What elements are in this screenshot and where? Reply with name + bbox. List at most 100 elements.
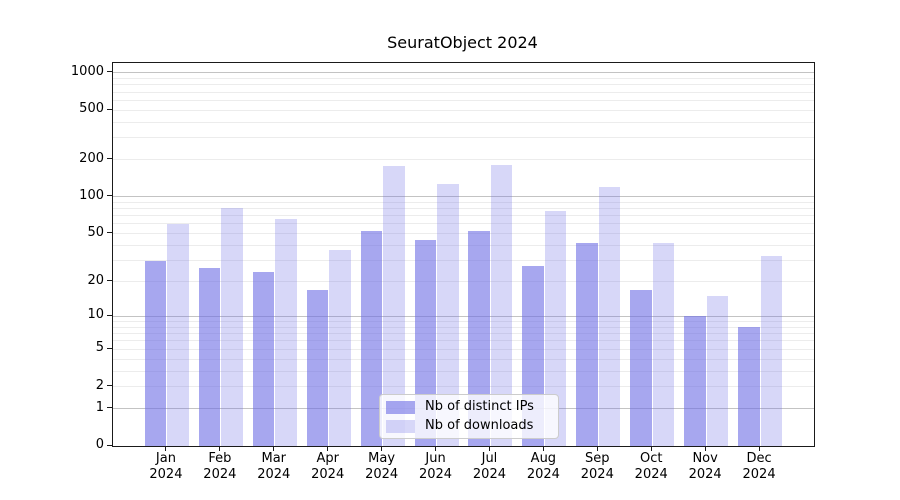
gridline-minor-60 (113, 223, 814, 225)
gridline-minor-90 (113, 201, 814, 203)
gridline-minor-70 (113, 215, 814, 217)
y-tick-label-5: 5 (95, 340, 104, 356)
x-tick-label-nov: Nov 2024 (688, 451, 722, 482)
y-tick-label-50: 50 (87, 224, 104, 240)
bar-downloads-may (383, 166, 405, 446)
gridline-minor-40 (113, 244, 814, 246)
x-tick-label-jun: Jun 2024 (418, 451, 453, 482)
legend: Nb of distinct IPs Nb of downloads (379, 394, 559, 439)
y-tick-label-1: 1 (95, 399, 104, 415)
bar-downloads-oct (652, 242, 675, 446)
x-tick-label-jan: Jan 2024 (149, 451, 183, 482)
gridline-minor-2 (113, 386, 814, 388)
bar-downloads-jun (437, 183, 459, 446)
y-tick-mark-100 (107, 195, 112, 197)
bar-downloads-jan (167, 223, 189, 446)
x-tick-label-feb: Feb 2024 (203, 451, 237, 482)
bar-downloads-dec (760, 255, 783, 446)
bar-distinct-ips-jul (468, 230, 490, 446)
x-tick-label-may: May 2024 (365, 451, 399, 482)
x-tick-mark-nov (704, 446, 706, 451)
y-tick-label-200: 200 (79, 150, 104, 166)
bar-downloads-nov (706, 296, 729, 446)
y-tick-label-1000: 1000 (70, 63, 104, 79)
y-tick-mark-1 (107, 407, 112, 409)
y-tick-mark-20 (107, 280, 112, 282)
bar-downloads-sep (598, 186, 621, 446)
x-tick-mark-feb (219, 446, 221, 451)
y-tick-label-0: 0 (95, 437, 104, 452)
gridline-major-100 (113, 196, 814, 198)
bar-distinct-ips-oct (630, 289, 652, 446)
gridline-minor-4 (113, 358, 814, 360)
legend-swatch-downloads (386, 419, 415, 433)
gridline-minor-700 (113, 91, 814, 93)
x-tick-label-dec: Dec 2024 (742, 451, 776, 482)
gridline-minor-30 (113, 260, 814, 262)
y-tick-label-2: 2 (95, 377, 104, 393)
legend-label-downloads: Nb of downloads (425, 418, 534, 433)
plot-area: Nb of distinct IPs Nb of downloads (112, 62, 815, 447)
gridline-minor-300 (113, 137, 814, 139)
legend-item-distinct-ips: Nb of distinct IPs (386, 398, 552, 416)
chart-title: SeuratObject 2024 (387, 33, 538, 52)
y-tick-mark-50 (107, 232, 112, 234)
x-tick-label-sep: Sep 2024 (580, 451, 614, 482)
bar-distinct-ips-nov (684, 316, 706, 446)
bar-downloads-feb (221, 207, 243, 446)
gridline-minor-900 (113, 78, 814, 80)
x-tick-mark-jun (435, 446, 437, 451)
x-tick-mark-jul (488, 446, 490, 451)
gridline-major-10 (113, 315, 814, 317)
y-tick-mark-0 (107, 444, 112, 446)
x-tick-mark-mar (273, 446, 275, 451)
y-tick-mark-1000 (107, 71, 112, 73)
gridline-minor-800 (113, 84, 814, 86)
x-tick-mark-dec (758, 446, 760, 451)
gridline-minor-400 (113, 121, 814, 123)
x-tick-mark-apr (327, 446, 329, 451)
y-tick-mark-10 (107, 314, 112, 316)
gridline-minor-5 (113, 348, 814, 350)
gridline-minor-600 (113, 99, 814, 101)
y-tick-label-100: 100 (79, 187, 104, 203)
legend-label-distinct-ips: Nb of distinct IPs (425, 399, 534, 414)
y-tick-label-500: 500 (79, 101, 104, 117)
x-tick-mark-may (381, 446, 383, 451)
bar-distinct-ips-feb (198, 267, 221, 446)
gridline-minor-80 (113, 208, 814, 210)
gridline-minor-3 (113, 370, 814, 372)
bar-downloads-jul (490, 164, 513, 446)
bar-distinct-ips-apr (306, 289, 329, 446)
x-tick-mark-oct (650, 446, 652, 451)
x-tick-label-apr: Apr 2024 (311, 451, 345, 482)
gridline-minor-7 (113, 333, 814, 335)
y-tick-mark-2 (107, 385, 112, 387)
y-tick-mark-5 (107, 347, 112, 349)
bar-downloads-mar (275, 218, 297, 446)
gridline-minor-50 (113, 233, 814, 235)
legend-item-downloads: Nb of downloads (386, 417, 552, 435)
bar-distinct-ips-may (360, 230, 383, 446)
y-tick-mark-200 (107, 158, 112, 160)
x-tick-mark-aug (542, 446, 544, 451)
gridline-minor-6 (113, 340, 814, 342)
bar-distinct-ips-mar (252, 272, 275, 446)
x-tick-label-jul: Jul 2024 (472, 451, 506, 482)
y-tick-label-20: 20 (87, 272, 104, 288)
x-tick-mark-sep (596, 446, 598, 451)
bar-distinct-ips-sep (576, 242, 598, 446)
gridline-minor-20 (113, 281, 814, 283)
legend-swatch-distinct-ips (386, 400, 415, 414)
gridline-minor-200 (113, 159, 814, 161)
x-tick-mark-jan (165, 446, 167, 451)
x-tick-label-mar: Mar 2024 (257, 451, 291, 482)
y-tick-label-10: 10 (87, 307, 104, 323)
bar-distinct-ips-jan (144, 260, 167, 446)
x-tick-label-aug: Aug 2024 (526, 451, 560, 482)
bar-downloads-aug (544, 211, 567, 446)
bar-downloads-apr (329, 249, 351, 446)
y-tick-mark-500 (107, 108, 112, 110)
bar-distinct-ips-dec (738, 327, 760, 446)
